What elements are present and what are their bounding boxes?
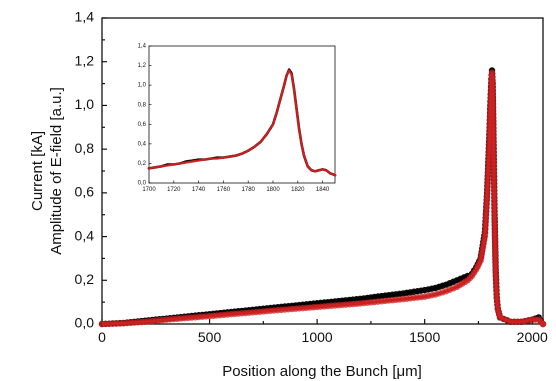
inset-x-tick-label: 1720 (167, 187, 181, 193)
inset-y-tick-label: 0,4 (138, 141, 147, 147)
inset-x-tick-label: 1740 (192, 187, 206, 193)
inset-y-tick-label: 1,4 (138, 44, 147, 50)
main-x-tick-label: 1000 (302, 329, 333, 345)
inset-data-marks (147, 68, 337, 177)
inset-x-tick-label: 1760 (217, 187, 231, 193)
main-x-tick-label: 2000 (517, 329, 548, 345)
inset-y-tick-label: 0,0 (138, 181, 147, 187)
inset-axis-ticks: 1700 1720 1740 1760 1780 1800 1820 1840 0,0 0,2 0,… (138, 44, 330, 193)
main-y-tick-label: 1,2 (75, 52, 95, 68)
inset-series-1 (147, 69, 337, 177)
main-x-tick-label: 0 (98, 329, 106, 345)
inset-x-tick-label: 1820 (291, 187, 305, 193)
main-y-tick-label: 1,4 (75, 9, 95, 25)
main-y-tick-label: 0,2 (75, 271, 95, 287)
inset-x-tick-label: 1840 (316, 187, 330, 193)
inset-x-tick-label: 1780 (242, 187, 256, 193)
main-y-tick-label: 0,0 (75, 315, 95, 331)
inset-data-point (333, 173, 337, 177)
main-x-axis-label: Position along the Bunch [μm] (222, 363, 422, 380)
main-x-tick-label: 1500 (409, 329, 440, 345)
inset-x-tick-label: 1800 (266, 187, 280, 193)
main-data-point (539, 320, 547, 328)
main-x-tick-label: 500 (198, 329, 222, 345)
inset-y-tick-label: 1,0 (138, 83, 147, 89)
main-y-tick-label: 1,0 (75, 96, 95, 112)
main-chart: 0 500 1000 1500 2000 0,0 0,2 0,4 0,6 0,8 1,0 1,2 1,4… (29, 9, 548, 380)
main-y-tick-label: 0,6 (75, 184, 95, 200)
inset-plot-frame (148, 45, 336, 184)
inset-chart: 1700 1720 1740 1760 1780 1800 1820 1840 0,0 0,2 0,… (138, 44, 337, 193)
main-y-tick-label: 0,4 (75, 227, 95, 243)
inset-y-tick-label: 0,8 (138, 102, 147, 108)
inset-y-tick-label: 0,2 (138, 161, 147, 167)
main-y-tick-label: 0,8 (75, 140, 95, 156)
inset-x-tick-label: 1700 (142, 187, 156, 193)
main-axis-ticks: 0 500 1000 1500 2000 0,0 0,2 0,4 0,6 0,8 1,0 1,2 1,4 (75, 9, 548, 345)
main-y-axis-label-line-2: Amplitude of E-field [a.u.] (48, 87, 65, 255)
inset-background (149, 46, 335, 183)
main-data-marks (98, 67, 547, 328)
main-y-axis-label-line-1: Current [kA] (29, 131, 46, 211)
inset-y-tick-label: 0,6 (138, 122, 147, 128)
main-series-1 (98, 69, 547, 328)
inset-y-tick-label: 1,2 (138, 63, 147, 69)
